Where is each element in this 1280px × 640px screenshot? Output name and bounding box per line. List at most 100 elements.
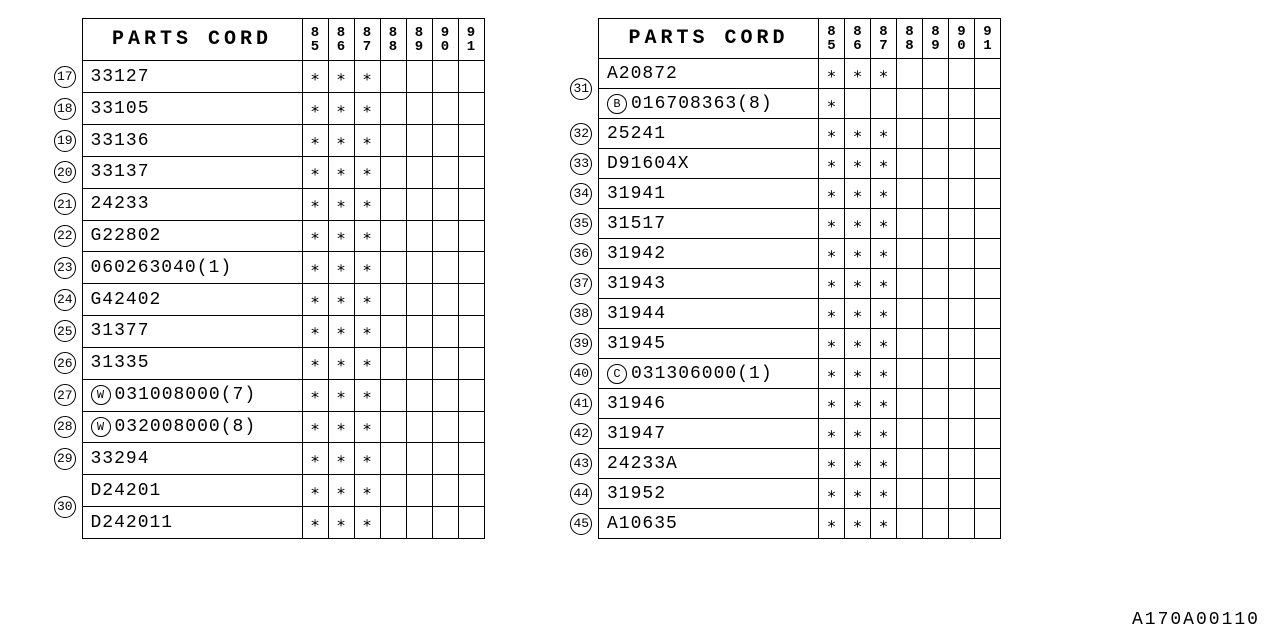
- year-mark: ∗: [354, 379, 380, 411]
- year-mark: [923, 269, 949, 299]
- part-number: D24201: [82, 475, 302, 507]
- year-mark: [406, 347, 432, 379]
- table-row: 1833105∗∗∗: [48, 93, 484, 125]
- year-mark: [380, 220, 406, 252]
- table-row: 22G22802∗∗∗: [48, 220, 484, 252]
- year-mark: ∗: [871, 269, 897, 299]
- year-mark: [432, 411, 458, 443]
- year-mark: [897, 149, 923, 179]
- year-mark: [458, 347, 484, 379]
- year-mark: [432, 316, 458, 348]
- year-mark: [897, 269, 923, 299]
- row-id: 17: [48, 61, 82, 93]
- year-mark: [897, 239, 923, 269]
- year-mark: ∗: [328, 347, 354, 379]
- table-row: 23060263040(1)∗∗∗: [48, 252, 484, 284]
- year-mark: [380, 411, 406, 443]
- year-mark: [975, 59, 1001, 89]
- year-mark: [406, 220, 432, 252]
- year-mark: ∗: [871, 299, 897, 329]
- year-mark: [897, 299, 923, 329]
- part-number: 31944: [599, 299, 819, 329]
- row-id: 22: [48, 220, 82, 252]
- header-parts-cord: PARTS CORD: [82, 19, 302, 61]
- year-mark: ∗: [328, 443, 354, 475]
- year-mark: [897, 389, 923, 419]
- year-mark: ∗: [845, 269, 871, 299]
- year-mark: ∗: [871, 329, 897, 359]
- year-mark: [406, 61, 432, 93]
- year-mark: ∗: [845, 59, 871, 89]
- row-id: 24: [48, 284, 82, 316]
- year-mark: ∗: [819, 269, 845, 299]
- year-mark: ∗: [819, 209, 845, 239]
- year-mark: [406, 379, 432, 411]
- header-year: 85: [302, 19, 328, 61]
- year-mark: [406, 507, 432, 539]
- year-mark: ∗: [302, 252, 328, 284]
- year-mark: [380, 188, 406, 220]
- part-number: W032008000(8): [82, 411, 302, 443]
- table-row: 33D91604X∗∗∗: [565, 149, 1001, 179]
- parts-table-right: PARTS CORD8586878889909131A20872∗∗∗B0167…: [565, 18, 1002, 539]
- year-mark: [871, 89, 897, 119]
- year-mark: [897, 89, 923, 119]
- year-mark: ∗: [819, 239, 845, 269]
- year-mark: ∗: [354, 125, 380, 157]
- year-mark: [406, 125, 432, 157]
- row-id: 45: [565, 509, 599, 539]
- year-mark: [380, 507, 406, 539]
- table-row: 3631942∗∗∗: [565, 239, 1001, 269]
- year-mark: ∗: [302, 125, 328, 157]
- header-year: 91: [458, 19, 484, 61]
- row-id: 38: [565, 299, 599, 329]
- part-number: 31377: [82, 316, 302, 348]
- part-number: 24233A: [599, 449, 819, 479]
- year-mark: [923, 149, 949, 179]
- year-mark: [975, 419, 1001, 449]
- year-mark: [380, 93, 406, 125]
- year-mark: [897, 179, 923, 209]
- year-mark: ∗: [328, 125, 354, 157]
- year-mark: ∗: [845, 359, 871, 389]
- year-mark: [458, 411, 484, 443]
- part-number: 060263040(1): [82, 252, 302, 284]
- year-mark: ∗: [302, 93, 328, 125]
- year-mark: ∗: [871, 509, 897, 539]
- row-id: 36: [565, 239, 599, 269]
- year-mark: ∗: [302, 443, 328, 475]
- year-mark: ∗: [328, 61, 354, 93]
- year-mark: ∗: [302, 411, 328, 443]
- year-mark: [380, 379, 406, 411]
- year-mark: [949, 449, 975, 479]
- year-mark: [458, 443, 484, 475]
- year-mark: [923, 299, 949, 329]
- year-mark: ∗: [819, 479, 845, 509]
- year-mark: [975, 479, 1001, 509]
- year-mark: ∗: [871, 149, 897, 179]
- part-number: 31943: [599, 269, 819, 299]
- year-mark: [923, 209, 949, 239]
- header-year: 85: [819, 19, 845, 59]
- year-mark: [432, 220, 458, 252]
- part-number: 33136: [82, 125, 302, 157]
- year-mark: [975, 209, 1001, 239]
- year-mark: ∗: [328, 220, 354, 252]
- year-mark: [458, 316, 484, 348]
- part-number: 33105: [82, 93, 302, 125]
- year-mark: ∗: [845, 419, 871, 449]
- row-id: 23: [48, 252, 82, 284]
- part-number: 31945: [599, 329, 819, 359]
- table-row: 4131946∗∗∗: [565, 389, 1001, 419]
- table-row: 45A10635∗∗∗: [565, 509, 1001, 539]
- row-id: 20: [48, 156, 82, 188]
- part-number: A20872: [599, 59, 819, 89]
- year-mark: [432, 61, 458, 93]
- table-row: 3531517∗∗∗: [565, 209, 1001, 239]
- part-number: 31947: [599, 419, 819, 449]
- year-mark: [949, 389, 975, 419]
- year-mark: [458, 379, 484, 411]
- year-mark: [949, 89, 975, 119]
- year-mark: ∗: [328, 316, 354, 348]
- part-number: 31942: [599, 239, 819, 269]
